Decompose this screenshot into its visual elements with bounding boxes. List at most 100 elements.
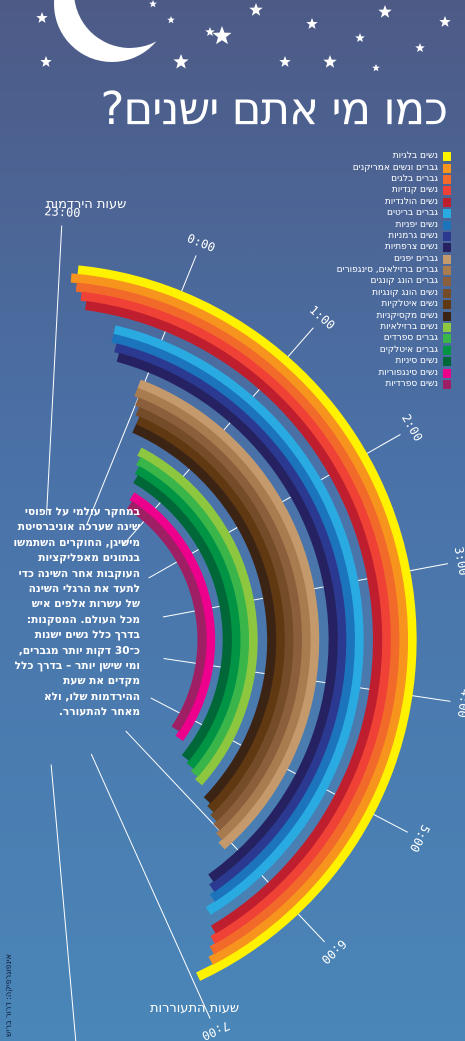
tick-line-9 [50,764,77,1041]
legend-item: נשים צרפתיות [251,242,451,253]
band-19 [129,492,216,742]
band-16 [136,456,249,778]
legend-swatch [443,368,451,378]
band-8 [116,352,338,882]
legend-label: גברים ברזילאים, סינגפורים [336,265,438,276]
band-18 [133,475,232,761]
legend-label: גברים בריטים [387,208,438,219]
band-3 [80,291,391,944]
legend-swatch [443,186,451,196]
star-icon [212,26,232,45]
sleep-bands [70,265,417,981]
tick-label-4: 3:00 [452,546,465,577]
band-7 [114,343,347,892]
legend-item: גברים בלגים [251,174,451,185]
legend-label: נשים יפניות [395,219,438,230]
star-icon [415,43,425,52]
legend-swatch [443,197,451,207]
band-14 [132,424,277,804]
legend-swatch [443,357,451,367]
legend-item: נשים סינגפוריות [251,367,451,378]
star-icon [149,0,157,8]
legend-swatch [443,152,451,162]
legend-label: נשים הונג קונגיות [372,287,438,298]
legend-swatch [443,209,451,219]
tick-line-0 [46,225,63,516]
page-title: כמו מי אתם ישנים? [100,82,448,135]
legend-item: נשים בלגיות [251,151,451,162]
band-5 [113,325,364,915]
tick-label-7: 6:00 [319,937,350,967]
legend-swatch [443,231,451,241]
star-icon [323,55,337,68]
legend-label: גברים ספרדים [383,333,438,344]
legend-item: נשים סיניות [251,356,451,367]
band-1 [70,273,409,965]
legend-item: גברים ספרדים [251,333,451,344]
legend-label: נשים מקסיקניות [376,310,438,321]
tick-line-8 [90,753,211,1019]
band-11 [135,397,302,831]
moon-icon [54,0,170,62]
star-icon [355,33,365,42]
tick-label-0: 23:00 [44,204,81,220]
legend: נשים בלגיות גברים ונשים אמריקנים גברים בלג… [251,151,451,390]
legend-swatch [443,334,451,344]
legend-swatch [443,174,451,184]
band-2 [75,282,400,955]
legend-item: גברים איטלקים [251,345,451,356]
legend-label: נשים ברזילאיות [380,322,438,333]
legend-label: נשים צרפתיות [384,242,438,253]
tick-label-1: 0:00 [185,231,217,255]
legend-label: גברים ונשים אמריקנים [352,162,438,173]
legend-swatch [443,288,451,298]
band-10 [134,387,311,840]
legend-swatch [443,311,451,321]
legend-item: גברים ונשים אמריקנים [251,162,451,173]
legend-item: נשים ספרדיות [251,379,451,390]
band-13 [135,416,285,813]
band-20 [127,501,207,732]
star-icon [372,64,380,72]
legend-item: גברים בריטים [251,208,451,219]
legend-item: נשים קנדיות [251,185,451,196]
legend-swatch [443,243,451,253]
band-15 [137,447,258,786]
band-6 [111,333,355,902]
legend-swatch [443,266,451,276]
legend-swatch [443,163,451,173]
legend-item: נשים איטלקיות [251,299,451,310]
legend-label: נשים ספרדיות [385,379,438,389]
legend-swatch [443,300,451,310]
band-12 [135,406,294,822]
legend-swatch [443,323,451,333]
legend-label: גברים הונג קונגים [370,276,438,287]
star-icon [378,5,392,18]
star-icon [279,56,291,67]
tick-label-3: 2:00 [399,412,425,444]
legend-item: נשים יפניות [251,219,451,230]
star-icon [40,56,52,67]
star-icon [439,16,451,27]
legend-label: נשים גרמניות [388,230,438,241]
band-17 [134,466,241,769]
band-9 [137,379,320,850]
legend-item: גברים ברזילאים, סינגפורים [251,265,451,276]
star-icon [36,12,48,23]
tick-label-6: 5:00 [407,822,433,854]
legend-label: נשים סינגפוריות [378,367,438,378]
credit-line: אינפוגרפיקה: דרור בריש [4,954,13,1037]
study-description: במחקר עולמי על דפוסי שינה שערכה אוניברסי… [13,506,140,719]
star-icon [306,18,318,29]
band-4 [85,300,383,934]
star-icon [249,3,263,16]
star-icon [205,27,215,36]
night-sky [36,0,451,72]
legend-item: נשים גרמניות [251,231,451,242]
legend-label: גברים איטלקים [379,344,438,355]
legend-item: נשים הונג קונגיות [251,288,451,299]
legend-label: נשים בלגיות [392,151,438,162]
legend-item: נשים ברזילאיות [251,322,451,333]
